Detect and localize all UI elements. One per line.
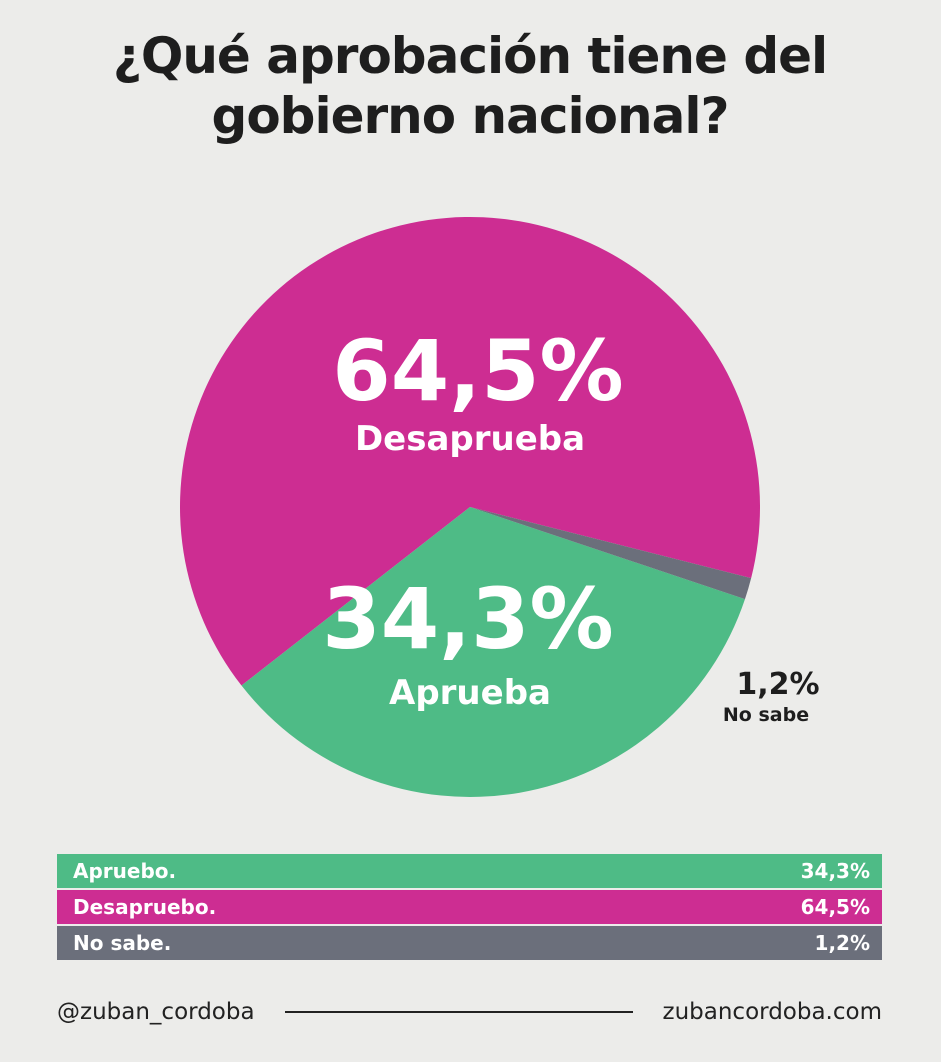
row-value: 64,5% — [800, 895, 870, 919]
social-handle: @zuban_cordoba — [57, 999, 255, 1025]
pie-slice-no-sabe — [470, 507, 752, 600]
footer: @zuban_cordoba zubancordoba.com — [57, 994, 882, 1030]
no-sabe-value-label: 1,2% — [736, 667, 819, 702]
row-value: 1,2% — [814, 931, 870, 955]
table-row-desaprueba: Desapruebo. 64,5% — [57, 890, 882, 924]
row-value: 34,3% — [800, 859, 870, 883]
pie-slice-desaprueba — [180, 216, 761, 686]
pie-slice-aprueba — [241, 507, 745, 797]
desaprueba-label: Desaprueba — [355, 419, 585, 459]
no-sabe-label: No sabe — [723, 704, 809, 726]
row-label: Desapruebo. — [73, 895, 217, 919]
website-link: zubancordoba.com — [662, 999, 883, 1025]
results-table: Apruebo. 34,3% Desapruebo. 64,5% No sabe… — [57, 854, 882, 962]
row-label: Apruebo. — [73, 859, 177, 883]
footer-divider — [284, 1011, 633, 1013]
aprueba-value-label: 34,3% — [322, 570, 613, 668]
chart-title: ¿Qué aprobación tiene del gobierno nacio… — [112, 27, 828, 145]
row-label: No sabe. — [73, 931, 172, 955]
table-row-no-sabe: No sabe. 1,2% — [57, 926, 882, 960]
desaprueba-value-label: 64,5% — [332, 322, 623, 420]
table-row-aprueba: Apruebo. 34,3% — [57, 854, 882, 888]
aprueba-label: Aprueba — [389, 673, 551, 713]
